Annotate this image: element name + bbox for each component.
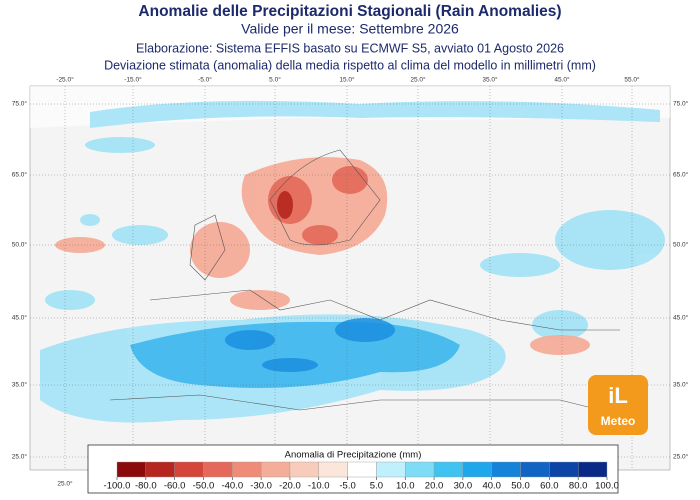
legend-tick-label: 60.0 — [540, 481, 559, 492]
legend: Anomalia di Precipitazione (mm) -100.0 -8… — [87, 444, 619, 494]
legend-tick-label: 20.0 — [425, 481, 444, 492]
legend-tick-label: 50.0 — [511, 481, 530, 492]
legend-title: Anomalia di Precipitazione (mm) — [285, 450, 422, 461]
lat-label: 45.0° — [12, 314, 28, 322]
lon-label: 5.0° — [269, 76, 281, 84]
legend-tick-label: 30.0 — [454, 481, 473, 492]
color-cell — [491, 461, 521, 478]
lon-label: 15.0° — [339, 76, 355, 84]
lat-label: 35.0° — [673, 381, 689, 389]
color-cell — [405, 461, 435, 478]
logo-text: Meteo — [601, 414, 636, 428]
map — [29, 85, 671, 471]
legend-tick-label: 100.0 — [595, 481, 619, 492]
logo-text: iL — [608, 383, 628, 408]
color-cell — [577, 461, 608, 478]
color-cell — [145, 461, 175, 478]
lat-label: 25.0° — [673, 453, 689, 461]
legend-tick-label: -50.0 — [193, 481, 215, 492]
lon-label: 35.0° — [482, 76, 498, 84]
legend-tick-label: -5.0 — [339, 481, 355, 492]
lat-label: 35.0° — [12, 381, 28, 389]
legend-tick-label: -80.0 — [135, 481, 157, 492]
color-cell — [433, 461, 464, 478]
color-cell — [203, 461, 233, 478]
color-cell — [376, 461, 406, 478]
lon-label: 25.0° — [57, 480, 73, 488]
legend-tick-label: -20.0 — [279, 481, 301, 492]
color-cell — [462, 461, 492, 478]
lat-label: 45.0° — [673, 314, 689, 322]
logo: iL Meteo — [588, 375, 648, 435]
legend-tick-label: -10.0 — [308, 481, 330, 492]
color-cell — [289, 461, 319, 478]
title: Anomalie delle Precipitazioni Stagionali… — [138, 3, 561, 20]
color-cell — [232, 461, 262, 478]
color-cell — [347, 461, 377, 478]
legend-tick-label: 40.0 — [482, 481, 501, 492]
lat-label: 65.0° — [12, 171, 28, 179]
subtitle: Elaborazione: Sistema EFFIS basato su EC… — [136, 41, 564, 55]
lat-label: 50.0° — [12, 241, 28, 249]
lon-label: -5.0° — [198, 76, 212, 84]
lat-label: 25.0° — [12, 453, 28, 461]
color-cell — [549, 461, 579, 478]
lon-label: 45.0° — [554, 76, 570, 84]
lat-label: 75.0° — [12, 100, 28, 108]
lat-label: 75.0° — [673, 100, 689, 108]
legend-tick-label: 5.0 — [370, 481, 383, 492]
subtitle: Deviazione stimata (anomalia) della medi… — [104, 58, 596, 72]
legend-tick-label: 10.0 — [396, 481, 415, 492]
color-cell — [260, 461, 291, 478]
lon-label: -15.0° — [124, 76, 142, 84]
color-cell — [318, 461, 348, 478]
lat-label: 65.0° — [673, 171, 689, 179]
legend-tick-label: -60.0 — [164, 481, 186, 492]
lon-label: -25.0° — [56, 76, 74, 84]
color-cell — [174, 461, 204, 478]
subtitle: Valide per il mese: Settembre 2026 — [241, 21, 459, 37]
legend-tick-label: -30.0 — [250, 481, 272, 492]
legend-tick-label: -40.0 — [221, 481, 243, 492]
lon-label: 25.0° — [410, 76, 426, 84]
lat-label: 50.0° — [673, 241, 689, 249]
legend-tick-label: 80.0 — [569, 481, 588, 492]
legend-tick-label: -100.0 — [104, 481, 131, 492]
color-cell — [116, 461, 147, 478]
color-cell — [520, 461, 550, 478]
lon-label: 55.0° — [624, 76, 640, 84]
